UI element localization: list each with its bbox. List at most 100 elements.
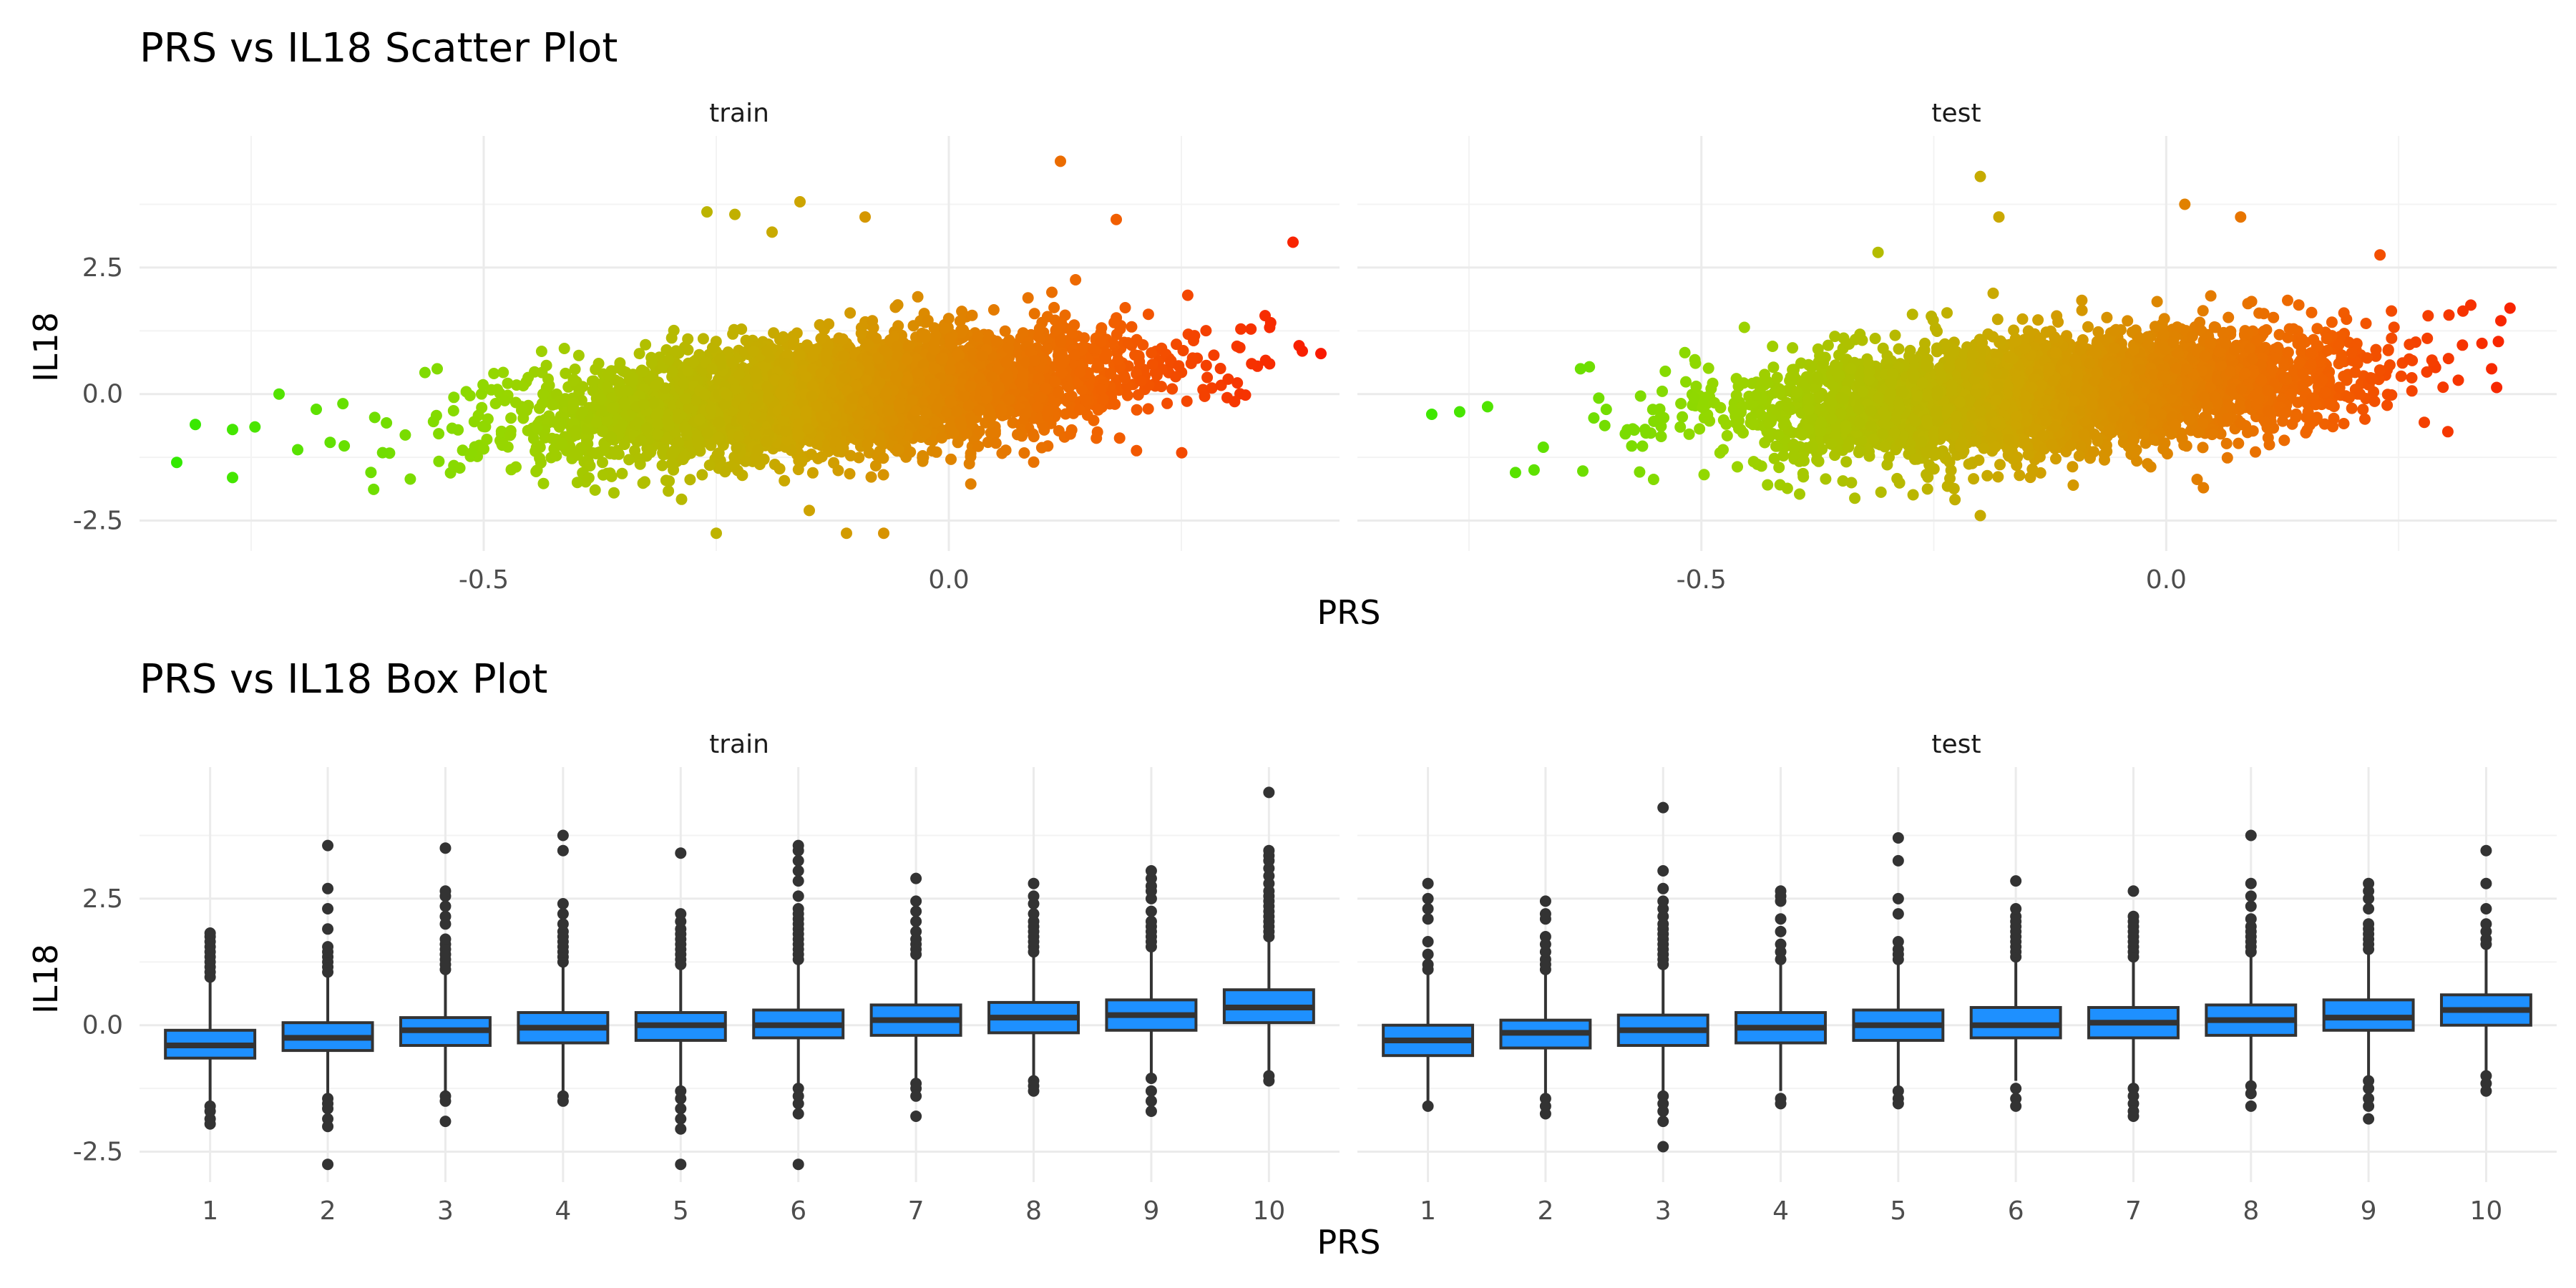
scatter-point (171, 457, 182, 469)
scatter-point (1108, 316, 1121, 328)
scatter-point (706, 363, 718, 375)
scatter-point (399, 429, 411, 441)
scatter-point (537, 388, 549, 400)
scatter-point (1119, 372, 1131, 384)
scatter-point (800, 405, 812, 417)
scatter-point (1022, 292, 1034, 304)
scatter-point (464, 389, 476, 401)
scatter-point (535, 346, 547, 357)
scatter-point (1229, 396, 1241, 408)
scatter-point (929, 378, 941, 390)
scatter-point (635, 434, 647, 447)
scatter-point (706, 342, 718, 354)
scatter-point (806, 390, 818, 402)
scatter-point (989, 427, 1001, 439)
scatter-point (1698, 469, 1710, 481)
scatter-point (1794, 488, 1805, 500)
scatter-point (497, 366, 509, 379)
scatter-point (1053, 386, 1065, 399)
scatter-point (1647, 474, 1659, 485)
scatter-point (990, 437, 1002, 449)
scatter-point (446, 422, 458, 434)
scatter-point (887, 359, 899, 371)
scatter-point (670, 345, 682, 357)
scatter-point (623, 374, 635, 386)
scatter-point (1657, 385, 1668, 397)
scatter-point (726, 356, 738, 369)
scatter-point (589, 484, 601, 496)
scatter-point (273, 388, 285, 400)
scatter-point (1146, 347, 1158, 359)
scatter-point (636, 366, 648, 378)
scatter-point (623, 454, 635, 466)
scatter-point (381, 417, 393, 429)
scatter-point (660, 474, 672, 487)
scatter-point (1029, 355, 1041, 367)
scatter-point (1231, 377, 1244, 389)
scatter-point (862, 438, 874, 450)
scatter-point (974, 372, 985, 384)
scatter-point (705, 403, 717, 415)
scatter-point (1166, 383, 1179, 395)
scatter-point (688, 356, 700, 368)
scatter-point (1199, 390, 1211, 402)
scatter-point (1105, 367, 1116, 379)
scatter-point (728, 323, 740, 336)
scatter-point (2422, 310, 2434, 322)
scatter-point (1080, 394, 1092, 406)
scatter-point (917, 452, 930, 464)
scatter-point (505, 412, 517, 424)
scatter-point (859, 211, 871, 223)
scatter-point (569, 364, 581, 375)
scatter-point (763, 391, 774, 404)
scatter-point (860, 374, 872, 386)
scatter-point (965, 478, 977, 490)
scatter-point (652, 428, 663, 440)
scatter-point (1689, 357, 1702, 369)
scatter-point (1000, 444, 1012, 457)
scatter-point (1099, 351, 1111, 363)
scatter-point (668, 324, 680, 336)
scatter-point (666, 366, 678, 378)
scatter-point (550, 449, 562, 462)
scatter-point (656, 459, 668, 472)
scatter-point (733, 369, 746, 381)
scatter-point (675, 493, 688, 505)
scatter-point (1035, 441, 1048, 454)
scatter-point (928, 343, 940, 356)
scatter-point (892, 371, 904, 383)
scatter-point (433, 428, 445, 440)
scatter-point (601, 381, 613, 393)
scatter-point (1046, 286, 1058, 298)
scatter-point (546, 432, 558, 444)
scatter-point (779, 358, 791, 370)
scatter-point (1109, 398, 1121, 410)
scatter-point (965, 412, 977, 424)
scatter-point (930, 416, 942, 428)
scatter-point (1287, 236, 1299, 248)
scatter-point (1033, 331, 1045, 343)
scatter-point (547, 399, 558, 411)
scatter-point (1073, 404, 1085, 416)
scatter-point (527, 433, 540, 444)
scatter-point (991, 336, 1003, 347)
scatter-point (816, 451, 828, 463)
scatter-point (1096, 322, 1108, 334)
scatter-point (879, 389, 892, 401)
scatter-point (510, 379, 522, 391)
scatter-point (828, 457, 840, 469)
scatter-point (570, 425, 582, 436)
scatter-point (879, 344, 891, 356)
scatter-point (839, 372, 851, 384)
scatter-point (1206, 382, 1218, 394)
scatter-point (292, 444, 303, 456)
scatter-point (878, 527, 889, 540)
scatter-point (902, 374, 914, 386)
scatter-point (1599, 419, 1611, 431)
scatter-point (608, 487, 620, 499)
scatter-point (1239, 389, 1252, 401)
scatter-point (761, 436, 773, 448)
scatter-point (1028, 431, 1040, 443)
scatter-point (338, 440, 351, 452)
scatter-point (703, 459, 716, 472)
